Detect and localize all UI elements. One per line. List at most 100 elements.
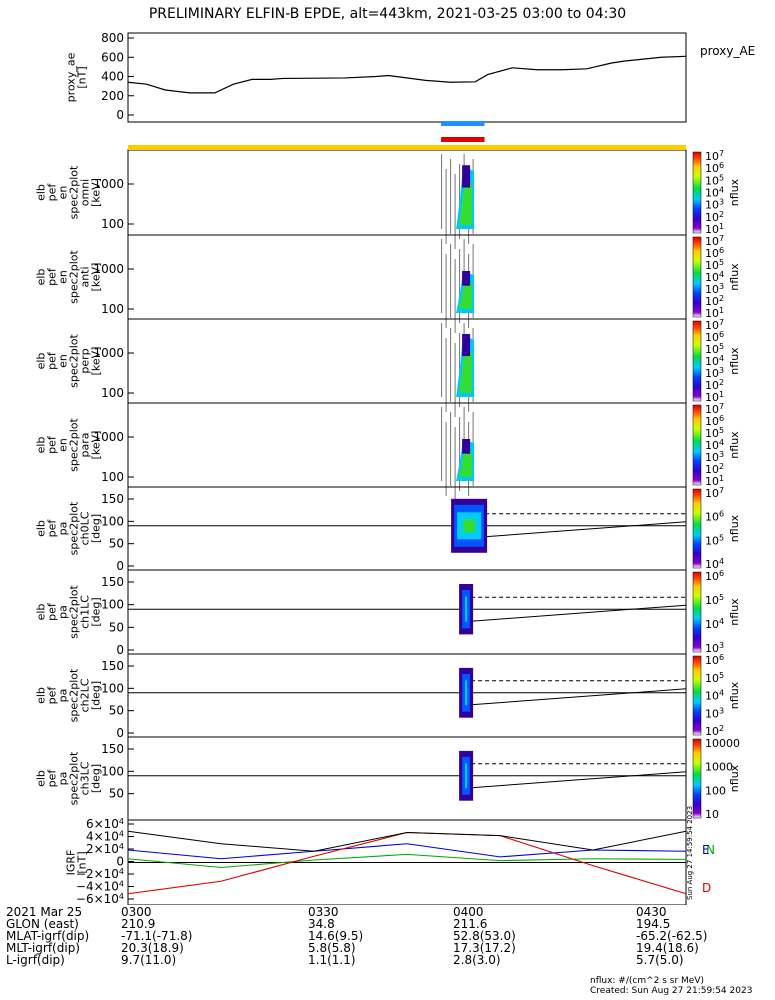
ylabel-line: pa	[57, 689, 70, 703]
panel-right-label: proxy_AE	[700, 44, 755, 58]
colorbar-tick: 10	[705, 808, 719, 821]
ylabel-line: pa	[57, 605, 70, 619]
spectrogram-blob	[441, 154, 475, 249]
igrf-legend-E: E	[702, 843, 710, 857]
footer-row: GLON (east) 210.9 34.8 211.6 194.5	[6, 918, 766, 930]
panel-frame	[127, 149, 687, 236]
vertical-stamp: Sun Aug 27 14:59:54 2023	[686, 806, 694, 900]
footer-row: MLAT-igrf(dip) -71.1(-71.8) 14.6(9.5) 52.8(…	[6, 930, 766, 942]
data-column	[450, 159, 452, 234]
ylabel-line: [nT]	[76, 66, 89, 88]
ytick-label: −4×104	[76, 879, 124, 894]
colorbar-tick: 102	[705, 724, 724, 739]
ylabel-line: pef	[46, 602, 59, 621]
footer-row: L-igrf(dip) 9.7(11.0) 1.1(1.1) 2.8(3.0) 5.7(…	[6, 954, 766, 966]
ytick-label: 150	[101, 659, 124, 673]
footer-value: 19.4(18.6)	[636, 941, 699, 955]
colorbar-tick: 107	[705, 486, 724, 501]
pitch-angle-marks	[128, 750, 687, 801]
data-column	[441, 239, 443, 313]
flux-core	[459, 178, 473, 225]
spectrogram-blob	[441, 407, 475, 501]
loss-cone-lower	[471, 688, 687, 706]
ylabel-line: [deg]	[90, 514, 103, 543]
ylabel-line: spec2plot	[68, 585, 81, 639]
ylabel-line: [deg]	[90, 597, 103, 626]
panel-en_perp: elbpefenspec2plotperp[keV]10001001071061…	[35, 318, 742, 405]
loss-cone-lower	[471, 771, 687, 789]
footer-value: 0400	[453, 905, 484, 919]
ylabel-line: en	[57, 438, 70, 452]
footer-row: MLT-igrf(dip) 20.3(18.9) 5.8(5.8) 17.3(17.2…	[6, 942, 766, 954]
data-column	[450, 328, 452, 402]
igrf-E	[127, 853, 687, 869]
ylabel-line: [keV]	[90, 347, 103, 376]
ytick-label: 800	[101, 31, 124, 45]
panel-en_anti: elbpefenspec2plotanti[keV]10001001071061…	[35, 234, 742, 321]
colorbar	[692, 151, 702, 234]
colorbar	[692, 320, 702, 402]
footer-value: 210.9	[121, 917, 156, 931]
colorbar-label: nflux	[728, 764, 741, 792]
ylabel-line: spec2plot	[68, 165, 81, 219]
data-column	[445, 338, 447, 412]
colorbar-tick: 105	[705, 593, 724, 608]
footer-value: 34.8	[308, 917, 335, 931]
ytick-label: 100	[101, 681, 124, 695]
pa-inner	[465, 680, 468, 706]
ylabel-line: pa	[57, 522, 70, 536]
data-column	[454, 174, 456, 249]
ylabel-line: en	[57, 186, 70, 200]
ylabel-line: spec2plot	[68, 334, 81, 388]
ytick-label: 100	[101, 217, 124, 231]
ylabel-line: [deg]	[90, 681, 103, 710]
pa-inner	[465, 763, 468, 789]
data-column	[459, 417, 461, 491]
colorbar	[692, 236, 702, 318]
igrf-N	[127, 843, 687, 860]
ytick-label: 1000	[93, 346, 124, 360]
footer-value: 9.7(11.0)	[121, 953, 177, 967]
colorbar-label: nflux	[728, 681, 741, 709]
colorbar-label: nflux	[728, 598, 741, 626]
colorbar-label: nflux	[728, 514, 741, 542]
ytick-label: 0	[116, 643, 124, 657]
footer-value: 194.5	[636, 917, 671, 931]
ytick-label: 100	[101, 598, 124, 612]
coverage-strip	[128, 145, 686, 150]
footer-value: 20.3(18.9)	[121, 941, 184, 955]
data-column	[450, 412, 452, 486]
ylabel-line: pef	[46, 686, 59, 705]
ylabel-line: ch1LC	[79, 595, 92, 629]
data-column	[445, 254, 447, 328]
ylabel-line: [keV]	[90, 263, 103, 292]
flux-core	[459, 279, 473, 309]
created-stamp: Created: Sun Aug 27 21:59:54 2023	[590, 986, 753, 996]
footer-value: 17.3(17.2)	[453, 941, 516, 955]
ytick-label: 100	[101, 514, 124, 528]
colorbar	[692, 738, 702, 819]
panel-frame	[127, 234, 687, 320]
loss-cone-lower	[471, 521, 687, 539]
colorbar-label: nflux	[728, 347, 741, 375]
ytick-label: 400	[101, 70, 124, 84]
ytick-label: 50	[109, 620, 124, 634]
credits: nflux: #/(cm^2 s sr MeV) Created: Sun Au…	[590, 976, 752, 996]
zone-bar-red	[441, 137, 485, 142]
footer-value: 5.8(5.8)	[308, 941, 356, 955]
ylabel-line: elb	[35, 437, 48, 454]
ylabel-line: elb	[35, 184, 48, 201]
data-column	[454, 343, 456, 417]
colorbar-label: nflux	[728, 263, 741, 291]
panel-frame	[127, 569, 687, 655]
footer-value: 0300	[121, 905, 152, 919]
ylabel-line: IGRF	[65, 850, 78, 876]
colorbar	[692, 571, 702, 653]
panel-igrf: IGRF[nT] 6×1044×1042×1040−2×104−4×104−6×1…	[65, 817, 715, 905]
footer-value: 52.8(53.0)	[453, 929, 516, 943]
footer-row-label: L-igrf(dip)	[6, 953, 65, 967]
colorbar	[692, 404, 702, 486]
colorbar-tick: 1000	[705, 761, 733, 774]
